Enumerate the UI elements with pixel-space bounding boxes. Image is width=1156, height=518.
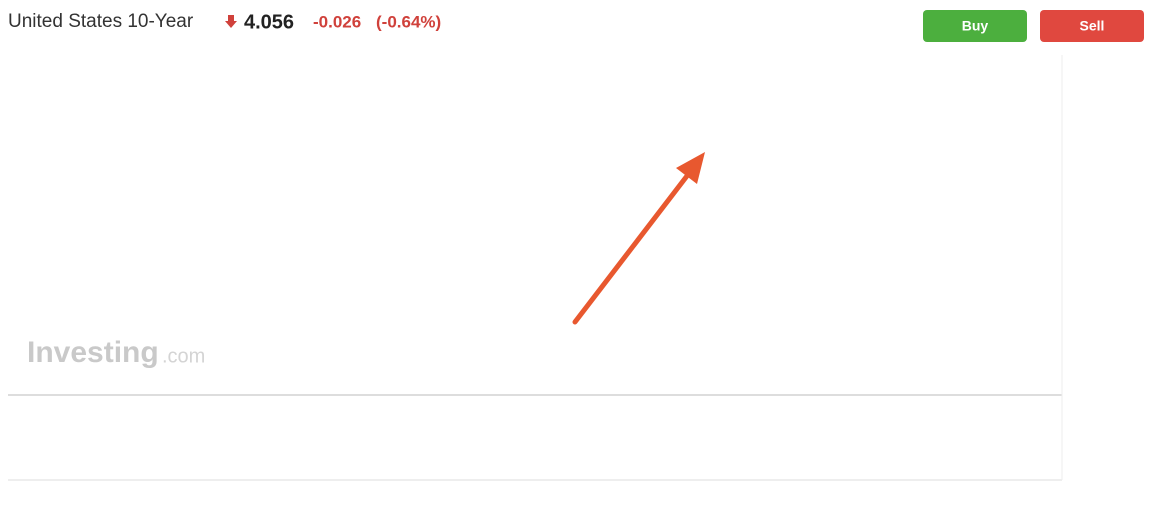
change-pct: (-0.64%) — [376, 12, 441, 31]
down-arrow-icon — [225, 15, 237, 28]
price: 4.056 — [244, 11, 294, 33]
watermark-suffix: .com — [162, 345, 205, 367]
change: -0.026 — [313, 12, 361, 31]
buy-label[interactable]: Buy — [962, 18, 989, 34]
watermark-brand: Investing — [27, 336, 159, 369]
title: United States 10-Year — [8, 11, 194, 32]
trend-arrow-head — [676, 152, 705, 184]
buy-button[interactable] — [923, 10, 1027, 42]
sell-label[interactable]: Sell — [1080, 18, 1105, 34]
sell-button[interactable] — [1040, 10, 1144, 42]
trend-arrow — [572, 169, 693, 325]
